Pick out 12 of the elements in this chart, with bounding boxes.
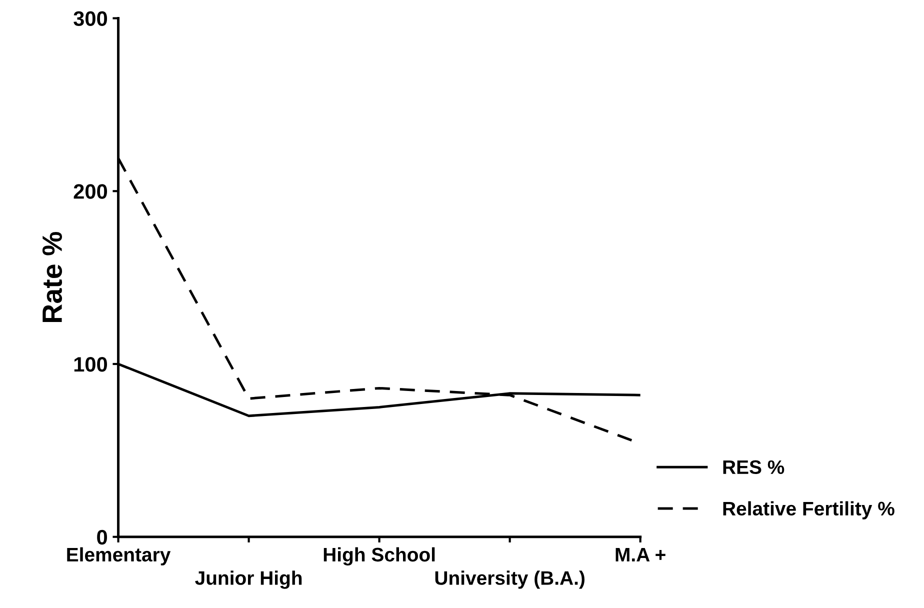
x-tick-label: Elementary: [67, 547, 171, 566]
x-tick-label: High School: [324, 547, 435, 566]
y-tick-label: 300: [74, 11, 108, 26]
y-axis-title: Rate %: [42, 232, 62, 322]
x-tick-label: M.A +: [616, 548, 666, 562]
y-tick-label: 200: [74, 184, 108, 199]
y-tick-label: 100: [74, 356, 108, 372]
x-tick-label: University (B.A.): [435, 570, 584, 589]
y-tick-label: 0: [97, 530, 107, 545]
legend-label: Relative Fertility %: [723, 501, 894, 520]
x-tick-label: Junior High: [195, 570, 302, 589]
legend-label: RES %: [723, 460, 784, 474]
